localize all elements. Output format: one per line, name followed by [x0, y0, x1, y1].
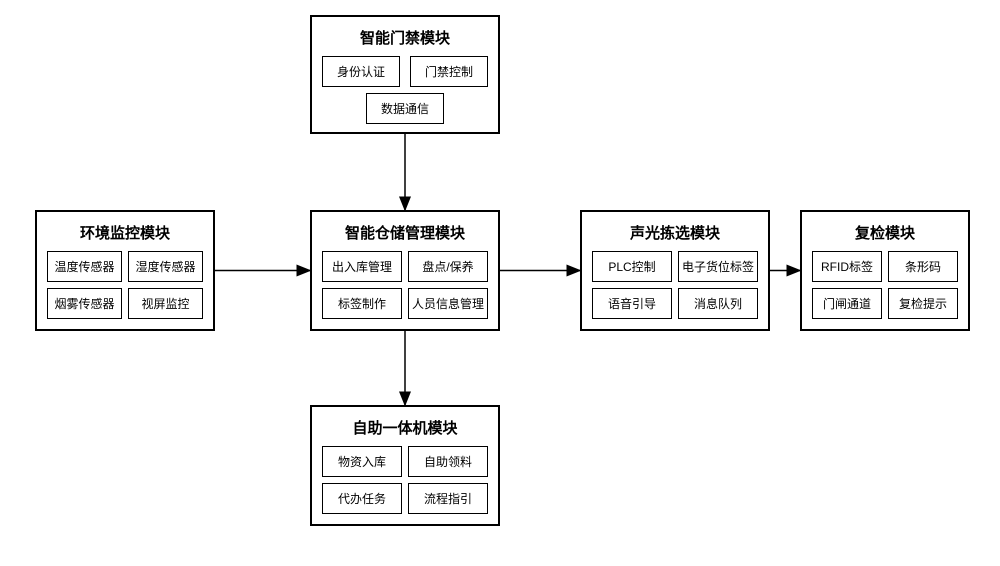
cell: 消息队列 — [678, 288, 758, 319]
module-environment: 环境监控模块 温度传感器 湿度传感器 烟雾传感器 视屏监控 — [35, 210, 215, 331]
module-title: 智能仓储管理模块 — [318, 218, 492, 251]
cell: 代办任务 — [322, 483, 402, 514]
cell: 出入库管理 — [322, 251, 402, 282]
cell: 数据通信 — [366, 93, 444, 124]
module-title: 环境监控模块 — [43, 218, 207, 251]
module-access-control: 智能门禁模块 身份认证 门禁控制 数据通信 — [310, 15, 500, 134]
cell: 条形码 — [888, 251, 958, 282]
cell: 视屏监控 — [128, 288, 203, 319]
cell: 复检提示 — [888, 288, 958, 319]
module-warehouse: 智能仓储管理模块 出入库管理 盘点/保养 标签制作 人员信息管理 — [310, 210, 500, 331]
cell: 语音引导 — [592, 288, 672, 319]
cell: 烟雾传感器 — [47, 288, 122, 319]
module-recheck: 复检模块 RFID标签 条形码 门闸通道 复检提示 — [800, 210, 970, 331]
cell: 温度传感器 — [47, 251, 122, 282]
cell: 盘点/保养 — [408, 251, 488, 282]
module-title: 复检模块 — [808, 218, 962, 251]
module-selfservice: 自助一体机模块 物资入库 自助领料 代办任务 流程指引 — [310, 405, 500, 526]
module-title: 声光拣选模块 — [588, 218, 762, 251]
cell: PLC控制 — [592, 251, 672, 282]
cell: 人员信息管理 — [408, 288, 488, 319]
cell: 自助领料 — [408, 446, 488, 477]
diagram-canvas: 智能门禁模块 身份认证 门禁控制 数据通信 环境监控模块 温度传感器 湿度传感器… — [0, 0, 1000, 566]
cell: 门禁控制 — [410, 56, 488, 87]
cell: 标签制作 — [322, 288, 402, 319]
cell: 电子货位标签 — [678, 251, 758, 282]
cell: 门闸通道 — [812, 288, 882, 319]
module-title: 自助一体机模块 — [318, 413, 492, 446]
cell: 物资入库 — [322, 446, 402, 477]
module-title: 智能门禁模块 — [318, 23, 492, 56]
module-picking: 声光拣选模块 PLC控制 电子货位标签 语音引导 消息队列 — [580, 210, 770, 331]
cell: 身份认证 — [322, 56, 400, 87]
cell: RFID标签 — [812, 251, 882, 282]
cell: 湿度传感器 — [128, 251, 203, 282]
cell: 流程指引 — [408, 483, 488, 514]
